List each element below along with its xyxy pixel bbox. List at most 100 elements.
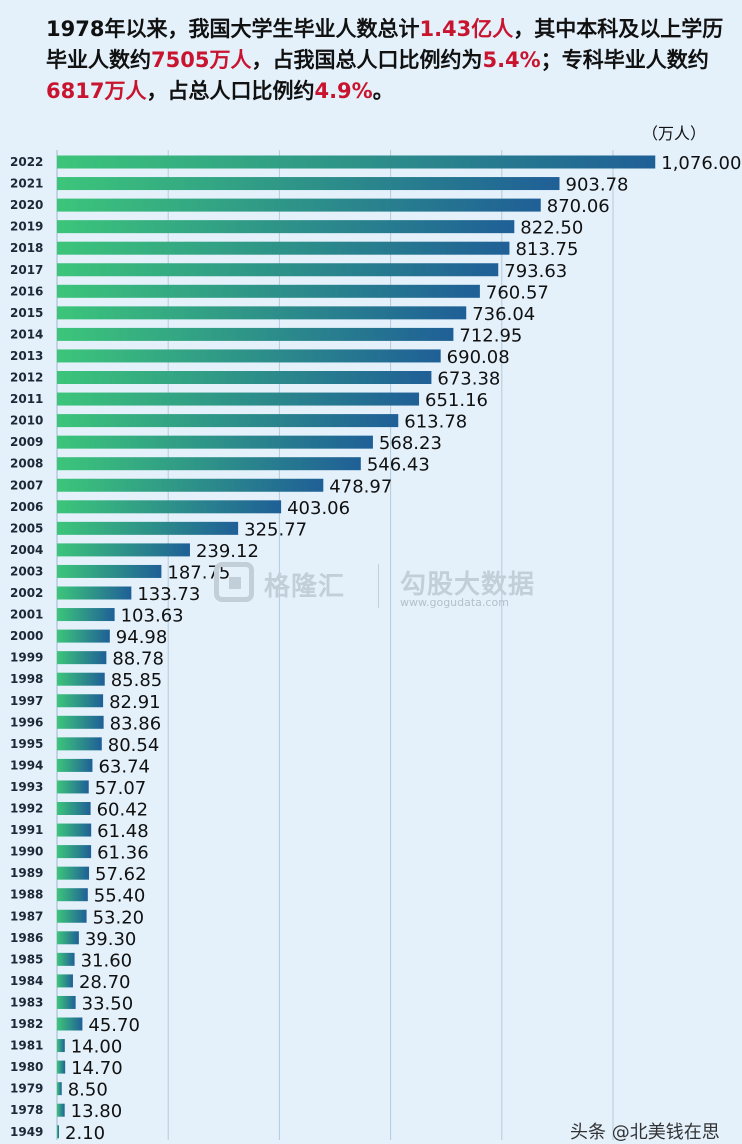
year-label-2016: 2016 xyxy=(10,284,43,298)
value-label-2011: 651.16 xyxy=(425,390,488,411)
bar-1992 xyxy=(57,802,91,815)
year-label-1996: 1996 xyxy=(10,715,43,729)
bar-1999 xyxy=(57,651,107,665)
headline-bachelor-ratio: 5.4% xyxy=(482,48,541,72)
value-label-2012: 673.38 xyxy=(437,369,500,390)
bar-2002 xyxy=(57,586,132,600)
bar-2022 xyxy=(57,155,656,169)
bar-1988 xyxy=(57,888,88,902)
year-label-2021: 2021 xyxy=(10,177,43,191)
bar-2019 xyxy=(57,220,515,234)
year-label-1984: 1984 xyxy=(10,974,43,988)
year-label-2004: 2004 xyxy=(10,543,43,557)
bar-2009 xyxy=(57,435,373,449)
value-label-2016: 760.57 xyxy=(486,282,549,303)
year-label-2018: 2018 xyxy=(10,241,43,255)
year-label-1997: 1997 xyxy=(10,694,43,708)
year-label-2013: 2013 xyxy=(10,349,43,363)
bar-2021 xyxy=(57,177,560,191)
value-label-1988: 55.40 xyxy=(94,886,146,907)
year-label-1994: 1994 xyxy=(10,758,43,772)
bar-1984 xyxy=(57,974,73,988)
headline-college-ratio: 4.9% xyxy=(314,79,373,103)
bar-2007 xyxy=(57,478,324,492)
bar-1989 xyxy=(57,866,90,880)
bar-1997 xyxy=(57,694,104,708)
year-label-2001: 2001 xyxy=(10,608,43,622)
headline: 1978年以来，我国大学生毕业人数总计1.43亿人，其中本科及以上学历毕业人数约… xyxy=(46,14,736,107)
value-label-1949: 2.10 xyxy=(65,1123,105,1140)
unit-label: （万人） xyxy=(642,124,707,143)
value-label-2010: 613.78 xyxy=(404,412,467,433)
year-label-2002: 2002 xyxy=(10,586,43,600)
bar-1991 xyxy=(57,823,92,837)
bar-1983 xyxy=(57,995,76,1009)
year-label-1989: 1989 xyxy=(10,866,43,880)
value-label-2009: 568.23 xyxy=(379,433,442,454)
value-label-2013: 690.08 xyxy=(447,347,510,368)
value-label-2021: 903.78 xyxy=(566,175,629,196)
year-label-1985: 1985 xyxy=(10,952,43,966)
year-label-1993: 1993 xyxy=(10,780,43,794)
year-label-1979: 1979 xyxy=(10,1082,43,1096)
bar-2016 xyxy=(57,284,480,298)
bar-2001 xyxy=(57,608,115,622)
headline-text-2: ，其中本科及以上学历毕业人数约 xyxy=(46,17,724,72)
value-label-1998: 85.85 xyxy=(111,670,163,691)
bar-2014 xyxy=(57,327,454,341)
bar-2006 xyxy=(57,500,282,514)
year-label-2020: 2020 xyxy=(10,198,43,212)
value-label-1996: 83.86 xyxy=(110,713,162,734)
year-label-1998: 1998 xyxy=(10,672,43,686)
year-label-2006: 2006 xyxy=(10,500,43,514)
value-label-1980: 14.70 xyxy=(71,1058,123,1079)
headline-total-graduates: 1.43亿人 xyxy=(419,17,514,41)
value-labels: 1,076.00 903.78870.06822.50813.75793.6376… xyxy=(65,153,741,1140)
year-label-2010: 2010 xyxy=(10,414,43,428)
value-label-1987: 53.20 xyxy=(93,907,145,928)
year-label-2008: 2008 xyxy=(10,457,43,471)
bar-1995 xyxy=(57,737,102,751)
year-label-1992: 1992 xyxy=(10,802,43,816)
value-label-2022: 1,076.00 xyxy=(661,153,741,174)
year-labels: 2022 2021 2020 2019 2018 2017 2016 2015 2014 2013… xyxy=(10,155,43,1139)
value-label-2019: 822.50 xyxy=(520,218,583,239)
year-label-1995: 1995 xyxy=(10,737,43,751)
headline-text-5: ，占总人口比例约 xyxy=(146,79,315,103)
bar-1981 xyxy=(57,1039,65,1053)
bar-2017 xyxy=(57,263,499,277)
bar-1982 xyxy=(57,1017,83,1031)
bar-1985 xyxy=(57,952,75,966)
headline-text-4: ；专科毕业人数约 xyxy=(540,48,709,72)
bar-1979 xyxy=(57,1082,62,1096)
year-label-1991: 1991 xyxy=(10,823,43,837)
value-label-2000: 94.98 xyxy=(116,627,168,648)
year-label-1978: 1978 xyxy=(10,1103,43,1117)
year-label-2022: 2022 xyxy=(10,155,43,169)
year-label-2019: 2019 xyxy=(10,220,43,234)
bar-2005 xyxy=(57,521,239,535)
bar-2010 xyxy=(57,414,399,428)
value-label-2008: 546.43 xyxy=(367,455,430,476)
value-label-1995: 80.54 xyxy=(108,735,160,756)
bar-2013 xyxy=(57,349,441,363)
bar-1987 xyxy=(57,909,87,923)
value-label-1983: 33.50 xyxy=(82,993,134,1014)
value-label-2006: 403.06 xyxy=(287,498,350,519)
bar-2003 xyxy=(57,564,162,578)
value-label-1997: 82.91 xyxy=(109,692,161,713)
value-label-1986: 39.30 xyxy=(85,929,137,950)
year-label-1983: 1983 xyxy=(10,995,43,1009)
bar-1998 xyxy=(57,672,105,686)
bar-2012 xyxy=(57,371,432,384)
year-label-2014: 2014 xyxy=(10,327,43,341)
value-label-1990: 61.36 xyxy=(97,843,149,864)
year-label-1980: 1980 xyxy=(10,1060,43,1074)
value-label-2015: 736.04 xyxy=(472,304,535,325)
value-label-2018: 813.75 xyxy=(515,239,578,260)
bar-1996 xyxy=(57,715,104,729)
year-label-1981: 1981 xyxy=(10,1039,43,1053)
bar-2020 xyxy=(57,198,541,212)
value-label-2007: 478.97 xyxy=(329,476,392,497)
